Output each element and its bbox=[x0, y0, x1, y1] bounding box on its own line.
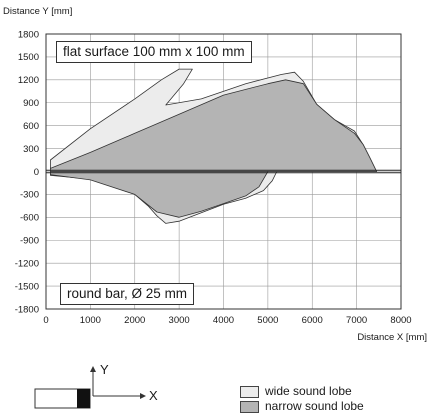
y-tick-label: -1500 bbox=[15, 281, 39, 292]
legend-label-wide: wide sound lobe bbox=[265, 384, 352, 398]
sensor-transducer bbox=[77, 389, 90, 408]
legend-swatch-wide bbox=[240, 385, 259, 398]
y-tick-label: 900 bbox=[23, 98, 39, 109]
y-tick-label: 0 bbox=[34, 167, 39, 178]
x-tick-label: 7000 bbox=[346, 315, 367, 326]
x-tick-label: 0 bbox=[43, 315, 48, 326]
y-axis-title: Distance Y [mm] bbox=[3, 6, 73, 17]
legend: wide sound lobe narrow sound lobe bbox=[240, 384, 364, 414]
plot-border bbox=[45, 33, 402, 310]
y-tick-label: -1200 bbox=[15, 258, 39, 269]
legend-label-narrow: narrow sound lobe bbox=[265, 399, 364, 413]
y-tick-label: 300 bbox=[23, 144, 39, 155]
y-tick-label: -600 bbox=[20, 213, 39, 224]
y-tick-label: 1200 bbox=[18, 75, 39, 86]
x-tick-label: 1000 bbox=[80, 315, 101, 326]
x-tick-label: 8000 bbox=[390, 315, 411, 326]
sensor-diagram bbox=[34, 366, 146, 409]
x-tick-label: 3000 bbox=[169, 315, 190, 326]
legend-item-wide: wide sound lobe bbox=[240, 384, 364, 399]
x-tick-label: 4000 bbox=[213, 315, 234, 326]
y-tick-label: -1800 bbox=[15, 304, 39, 315]
legend-swatch-narrow bbox=[240, 400, 259, 413]
diagram-y-label: Y bbox=[100, 362, 109, 377]
diagram-x-label: X bbox=[149, 388, 158, 403]
legend-item-narrow: narrow sound lobe bbox=[240, 399, 364, 414]
y-tick-label: -300 bbox=[20, 190, 39, 201]
plot-frame bbox=[45, 33, 402, 310]
annotation-flat-surface: flat surface 100 mm x 100 mm bbox=[56, 41, 252, 63]
y-tick-label: 600 bbox=[23, 121, 39, 132]
y-arrow-head-icon bbox=[90, 366, 96, 372]
y-tick-label: 1800 bbox=[18, 29, 39, 40]
x-tick-label: 2000 bbox=[124, 315, 145, 326]
annotation-round-bar: round bar, Ø 25 mm bbox=[60, 283, 195, 305]
x-axis-title: Distance X [mm] bbox=[357, 332, 427, 343]
lobe-upper-narrow-sound-lobe bbox=[50, 79, 377, 172]
x-tick-label: 6000 bbox=[302, 315, 323, 326]
y-tick-label: 1500 bbox=[18, 52, 39, 63]
tick-labels: 1800150012009006003000-300-600-900-1200-… bbox=[15, 29, 412, 326]
x-tick-label: 5000 bbox=[257, 315, 278, 326]
x-arrow-head-icon bbox=[140, 393, 146, 399]
y-tick-label: -900 bbox=[20, 236, 39, 247]
lobe-lower-narrow-sound-lobe bbox=[50, 171, 269, 218]
sound-lobes bbox=[50, 68, 377, 224]
